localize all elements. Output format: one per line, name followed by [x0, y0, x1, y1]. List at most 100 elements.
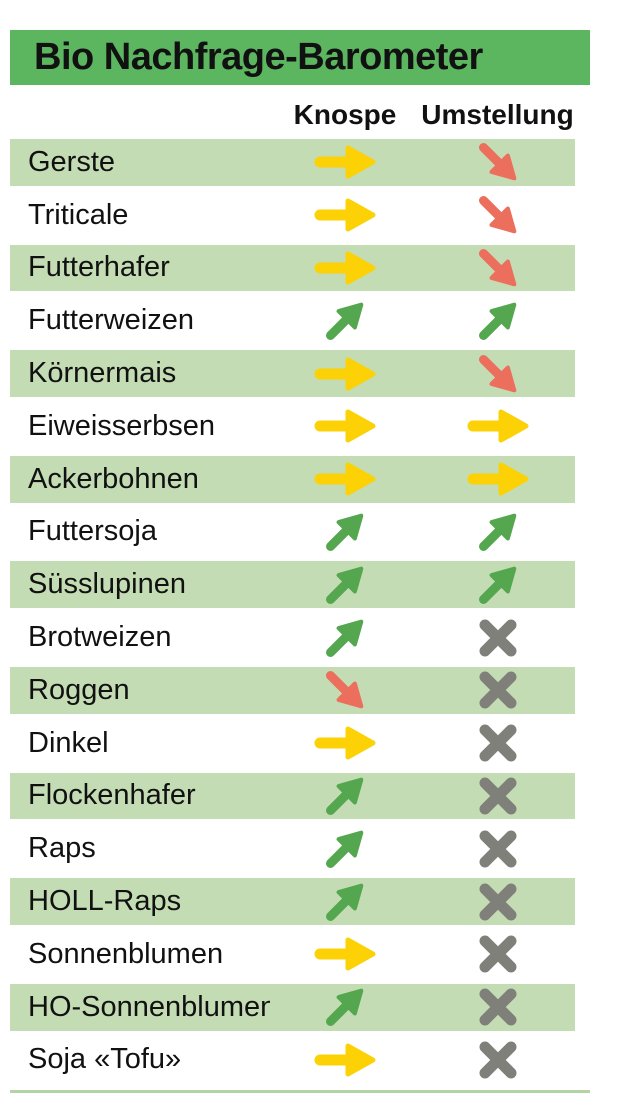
umstellung-trend-cell	[420, 668, 575, 712]
title-bar: Bio Nachfrage-Barometer	[10, 30, 590, 85]
arrow-down-right-icon	[478, 143, 516, 181]
table-row: Brotweizen	[10, 611, 590, 664]
knospe-trend-cell	[270, 670, 420, 710]
arrow-up-right-icon	[325, 988, 364, 1027]
cross-icon	[479, 619, 516, 657]
crop-label: Ackerbohnen	[28, 462, 199, 495]
crop-label: Gerste	[28, 145, 116, 178]
umstellung-trend-cell	[420, 406, 575, 446]
crop-label: Triticale	[28, 198, 129, 231]
umstellung-trend-cell	[420, 721, 575, 765]
arrow-right-icon	[314, 1043, 376, 1077]
arrow-up-right-icon	[325, 619, 364, 657]
cross-icon	[479, 671, 516, 709]
umstellung-trend-cell	[420, 774, 575, 818]
page-title: Bio Nachfrage-Barometer	[34, 36, 483, 78]
bottom-rule	[10, 1090, 590, 1094]
arrow-right-icon	[314, 145, 376, 179]
bio-demand-barometer: Bio Nachfrage-Barometer Knospe Umstellun…	[10, 30, 590, 1094]
umstellung-trend-cell	[420, 616, 575, 660]
crop-label: Eiweisserbsen	[28, 409, 215, 442]
knospe-trend-cell	[270, 512, 420, 552]
crop-label: Brotweizen	[28, 621, 172, 654]
knospe-trend-cell	[270, 301, 420, 341]
arrow-right-icon	[314, 409, 376, 443]
table-row: Süsslupinen	[10, 558, 590, 611]
arrow-down-right-icon	[325, 671, 364, 709]
table-row: Sonnenblumen	[10, 928, 590, 981]
knospe-trend-cell	[270, 934, 420, 974]
arrow-right-icon	[467, 409, 528, 443]
table-row: HOLL-Raps	[10, 875, 590, 928]
arrow-down-right-icon	[478, 354, 516, 392]
arrow-up-right-icon	[325, 883, 364, 921]
arrow-right-icon	[314, 937, 376, 971]
umstellung-trend-cell	[420, 301, 575, 341]
knospe-trend-cell	[270, 618, 420, 658]
knospe-trend-cell	[270, 195, 420, 235]
knospe-trend-cell	[270, 142, 420, 182]
column-header-umstellung: Umstellung	[421, 99, 574, 130]
umstellung-trend-cell	[420, 1038, 575, 1082]
knospe-trend-cell	[270, 829, 420, 869]
knospe-trend-cell	[270, 987, 420, 1027]
crop-label: Soja «Tofu»	[28, 1043, 182, 1076]
table-row: Roggen	[10, 664, 590, 717]
table-row: Eiweisserbsen	[10, 400, 590, 453]
crop-label: Sonnenblumen	[28, 937, 224, 970]
knospe-trend-cell	[270, 565, 420, 605]
arrow-down-right-icon	[478, 196, 516, 234]
knospe-trend-cell	[270, 1040, 420, 1080]
arrow-up-right-icon	[325, 566, 364, 604]
arrow-up-right-icon	[478, 566, 516, 604]
crop-label: Futterweizen	[28, 304, 195, 337]
arrow-up-right-icon	[325, 513, 364, 551]
umstellung-trend-cell	[420, 827, 575, 871]
cross-icon	[479, 1041, 516, 1079]
table-row: Futterweizen	[10, 294, 590, 347]
knospe-trend-cell	[270, 723, 420, 763]
cross-icon	[479, 883, 516, 921]
crop-label: Dinkel	[28, 726, 109, 759]
crop-label: Körnermais	[28, 357, 177, 390]
table-row: Soja «Tofu»	[10, 1034, 590, 1087]
umstellung-trend-cell	[420, 880, 575, 924]
umstellung-trend-cell	[420, 565, 575, 605]
table-body: Gerste Triticale Futterhafer Futterweize…	[10, 136, 590, 1086]
crop-label: Futtersoja	[28, 515, 157, 548]
arrow-up-right-icon	[325, 777, 364, 815]
table-row: Körnermais	[10, 347, 590, 400]
umstellung-trend-cell	[420, 354, 575, 394]
cross-icon	[479, 830, 516, 868]
knospe-trend-cell	[270, 882, 420, 922]
umstellung-trend-cell	[420, 195, 575, 235]
arrow-up-right-icon	[478, 302, 516, 340]
crop-label: Roggen	[28, 673, 130, 706]
arrow-up-right-icon	[325, 302, 364, 340]
table-row: Flockenhafer	[10, 770, 590, 823]
knospe-trend-cell	[270, 776, 420, 816]
arrow-right-icon	[314, 251, 376, 285]
arrow-right-icon	[314, 462, 376, 496]
column-header-row: Knospe Umstellung	[10, 85, 590, 136]
umstellung-trend-cell	[420, 512, 575, 552]
crop-label: Futterhafer	[28, 251, 170, 284]
table-row: Futtersoja	[10, 506, 590, 559]
table-row: Gerste	[10, 136, 590, 189]
umstellung-trend-cell	[420, 248, 575, 288]
arrow-up-right-icon	[325, 830, 364, 868]
knospe-trend-cell	[270, 248, 420, 288]
crop-label: HOLL-Raps	[28, 885, 182, 918]
cross-icon	[479, 988, 516, 1026]
table-row: Ackerbohnen	[10, 453, 590, 506]
crop-label: Raps	[28, 832, 96, 865]
knospe-trend-cell	[270, 406, 420, 446]
table-row: Futterhafer	[10, 242, 590, 295]
table-row: Triticale	[10, 189, 590, 242]
column-header-knospe: Knospe	[293, 99, 397, 130]
umstellung-trend-cell	[420, 142, 575, 182]
table-row: Raps	[10, 822, 590, 875]
crop-label: Flockenhafer	[28, 779, 196, 812]
arrow-right-icon	[314, 357, 376, 391]
crop-label: HO-Sonnenblumen	[28, 990, 270, 1023]
